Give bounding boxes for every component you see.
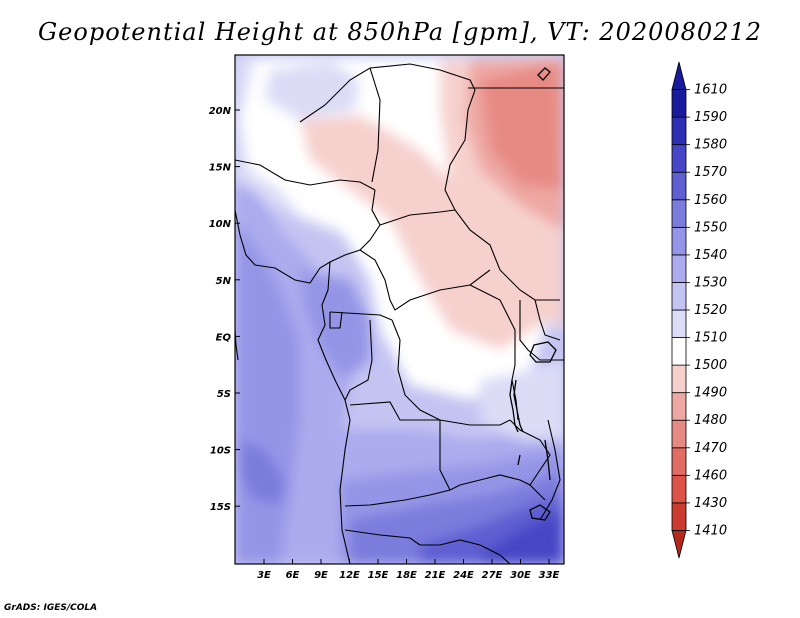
colorbar-label: 1530 bbox=[694, 275, 727, 290]
lon-tick-label: 6E bbox=[286, 570, 300, 581]
map-title: Geopotential Height at 850hPa [gpm], VT:… bbox=[38, 18, 762, 46]
colorbar-label: 1590 bbox=[694, 110, 727, 125]
colorbar-label: 1430 bbox=[694, 496, 727, 511]
colorbar-swatch bbox=[671, 447, 687, 476]
colorbar-label: 1510 bbox=[694, 331, 727, 346]
colorbar-swatch bbox=[671, 254, 687, 283]
colorbar: 1410 1430 1460 1470 1480 1490 1500 1510 1520 1530… bbox=[671, 61, 727, 559]
colorbar-swatch bbox=[671, 530, 687, 559]
lakes bbox=[509, 67, 557, 521]
colorbar-swatch bbox=[671, 474, 687, 504]
colorbar-swatch bbox=[671, 199, 687, 228]
lon-tick-label: 21E bbox=[425, 570, 446, 581]
colorbar-swatch bbox=[671, 309, 687, 338]
colorbar-label: 1610 bbox=[694, 83, 727, 98]
map-axes: 3E 6E 9E 12E 15E 18E 21E 24E 27E 30E 33E 20N 15N 10N 5… bbox=[209, 106, 560, 581]
colorbar-swatch bbox=[671, 282, 687, 311]
colorbar-swatch bbox=[671, 364, 687, 394]
colorbar-label: 1490 bbox=[694, 386, 727, 401]
grads-credit: GrADS: IGES/COLA bbox=[4, 603, 98, 613]
lat-tick-label: 15N bbox=[209, 163, 232, 174]
plot-frame bbox=[234, 54, 565, 565]
lon-tick-label: 30E bbox=[510, 570, 531, 581]
colorbar-swatch bbox=[671, 171, 687, 201]
lon-tick-label: 9E bbox=[314, 570, 328, 581]
lon-tick-label: 33E bbox=[539, 570, 560, 581]
colorbar-swatch bbox=[671, 116, 687, 146]
height-field-shading bbox=[235, 55, 564, 564]
colorbar-label: 1570 bbox=[694, 165, 727, 180]
colorbar-label: 1460 bbox=[694, 468, 727, 483]
lat-tick-label: 20N bbox=[209, 106, 232, 117]
lat-tick-label: 10S bbox=[210, 446, 231, 457]
lon-tick-label: 18E bbox=[396, 570, 417, 581]
colorbar-swatch bbox=[671, 337, 687, 366]
colorbar-label: 1500 bbox=[694, 358, 727, 373]
colorbar-label: 1540 bbox=[694, 248, 727, 263]
colorbar-label: 1580 bbox=[694, 138, 727, 153]
colorbar-label: 1520 bbox=[694, 303, 727, 318]
colorbar-label: 1550 bbox=[694, 220, 727, 235]
colorbar-label: 1480 bbox=[694, 413, 727, 428]
lon-tick-label: 27E bbox=[482, 570, 503, 581]
lon-tick-label: 12E bbox=[339, 570, 360, 581]
colorbar-label: 1560 bbox=[694, 193, 727, 208]
lon-tick-label: 3E bbox=[257, 570, 271, 581]
colorbar-swatch bbox=[671, 226, 687, 256]
lon-tick-label: 15E bbox=[368, 570, 389, 581]
colorbar-swatch bbox=[671, 144, 687, 173]
lat-tick-label: EQ bbox=[216, 332, 232, 343]
colorbar-swatch bbox=[671, 419, 687, 449]
lat-tick-label: 15S bbox=[210, 502, 231, 513]
colorbar-swatch bbox=[671, 392, 687, 421]
lat-tick-label: 5S bbox=[217, 389, 231, 400]
colorbar-swatch bbox=[671, 502, 687, 531]
colorbar-label: 1410 bbox=[694, 523, 727, 538]
country-borders bbox=[235, 63, 564, 564]
lat-tick-label: 5N bbox=[216, 276, 232, 287]
colorbar-swatch bbox=[671, 61, 687, 90]
lat-tick-label: 10N bbox=[209, 219, 232, 230]
lon-tick-label: 24E bbox=[453, 570, 474, 581]
colorbar-label: 1470 bbox=[694, 441, 727, 456]
colorbar-swatch bbox=[671, 89, 687, 118]
